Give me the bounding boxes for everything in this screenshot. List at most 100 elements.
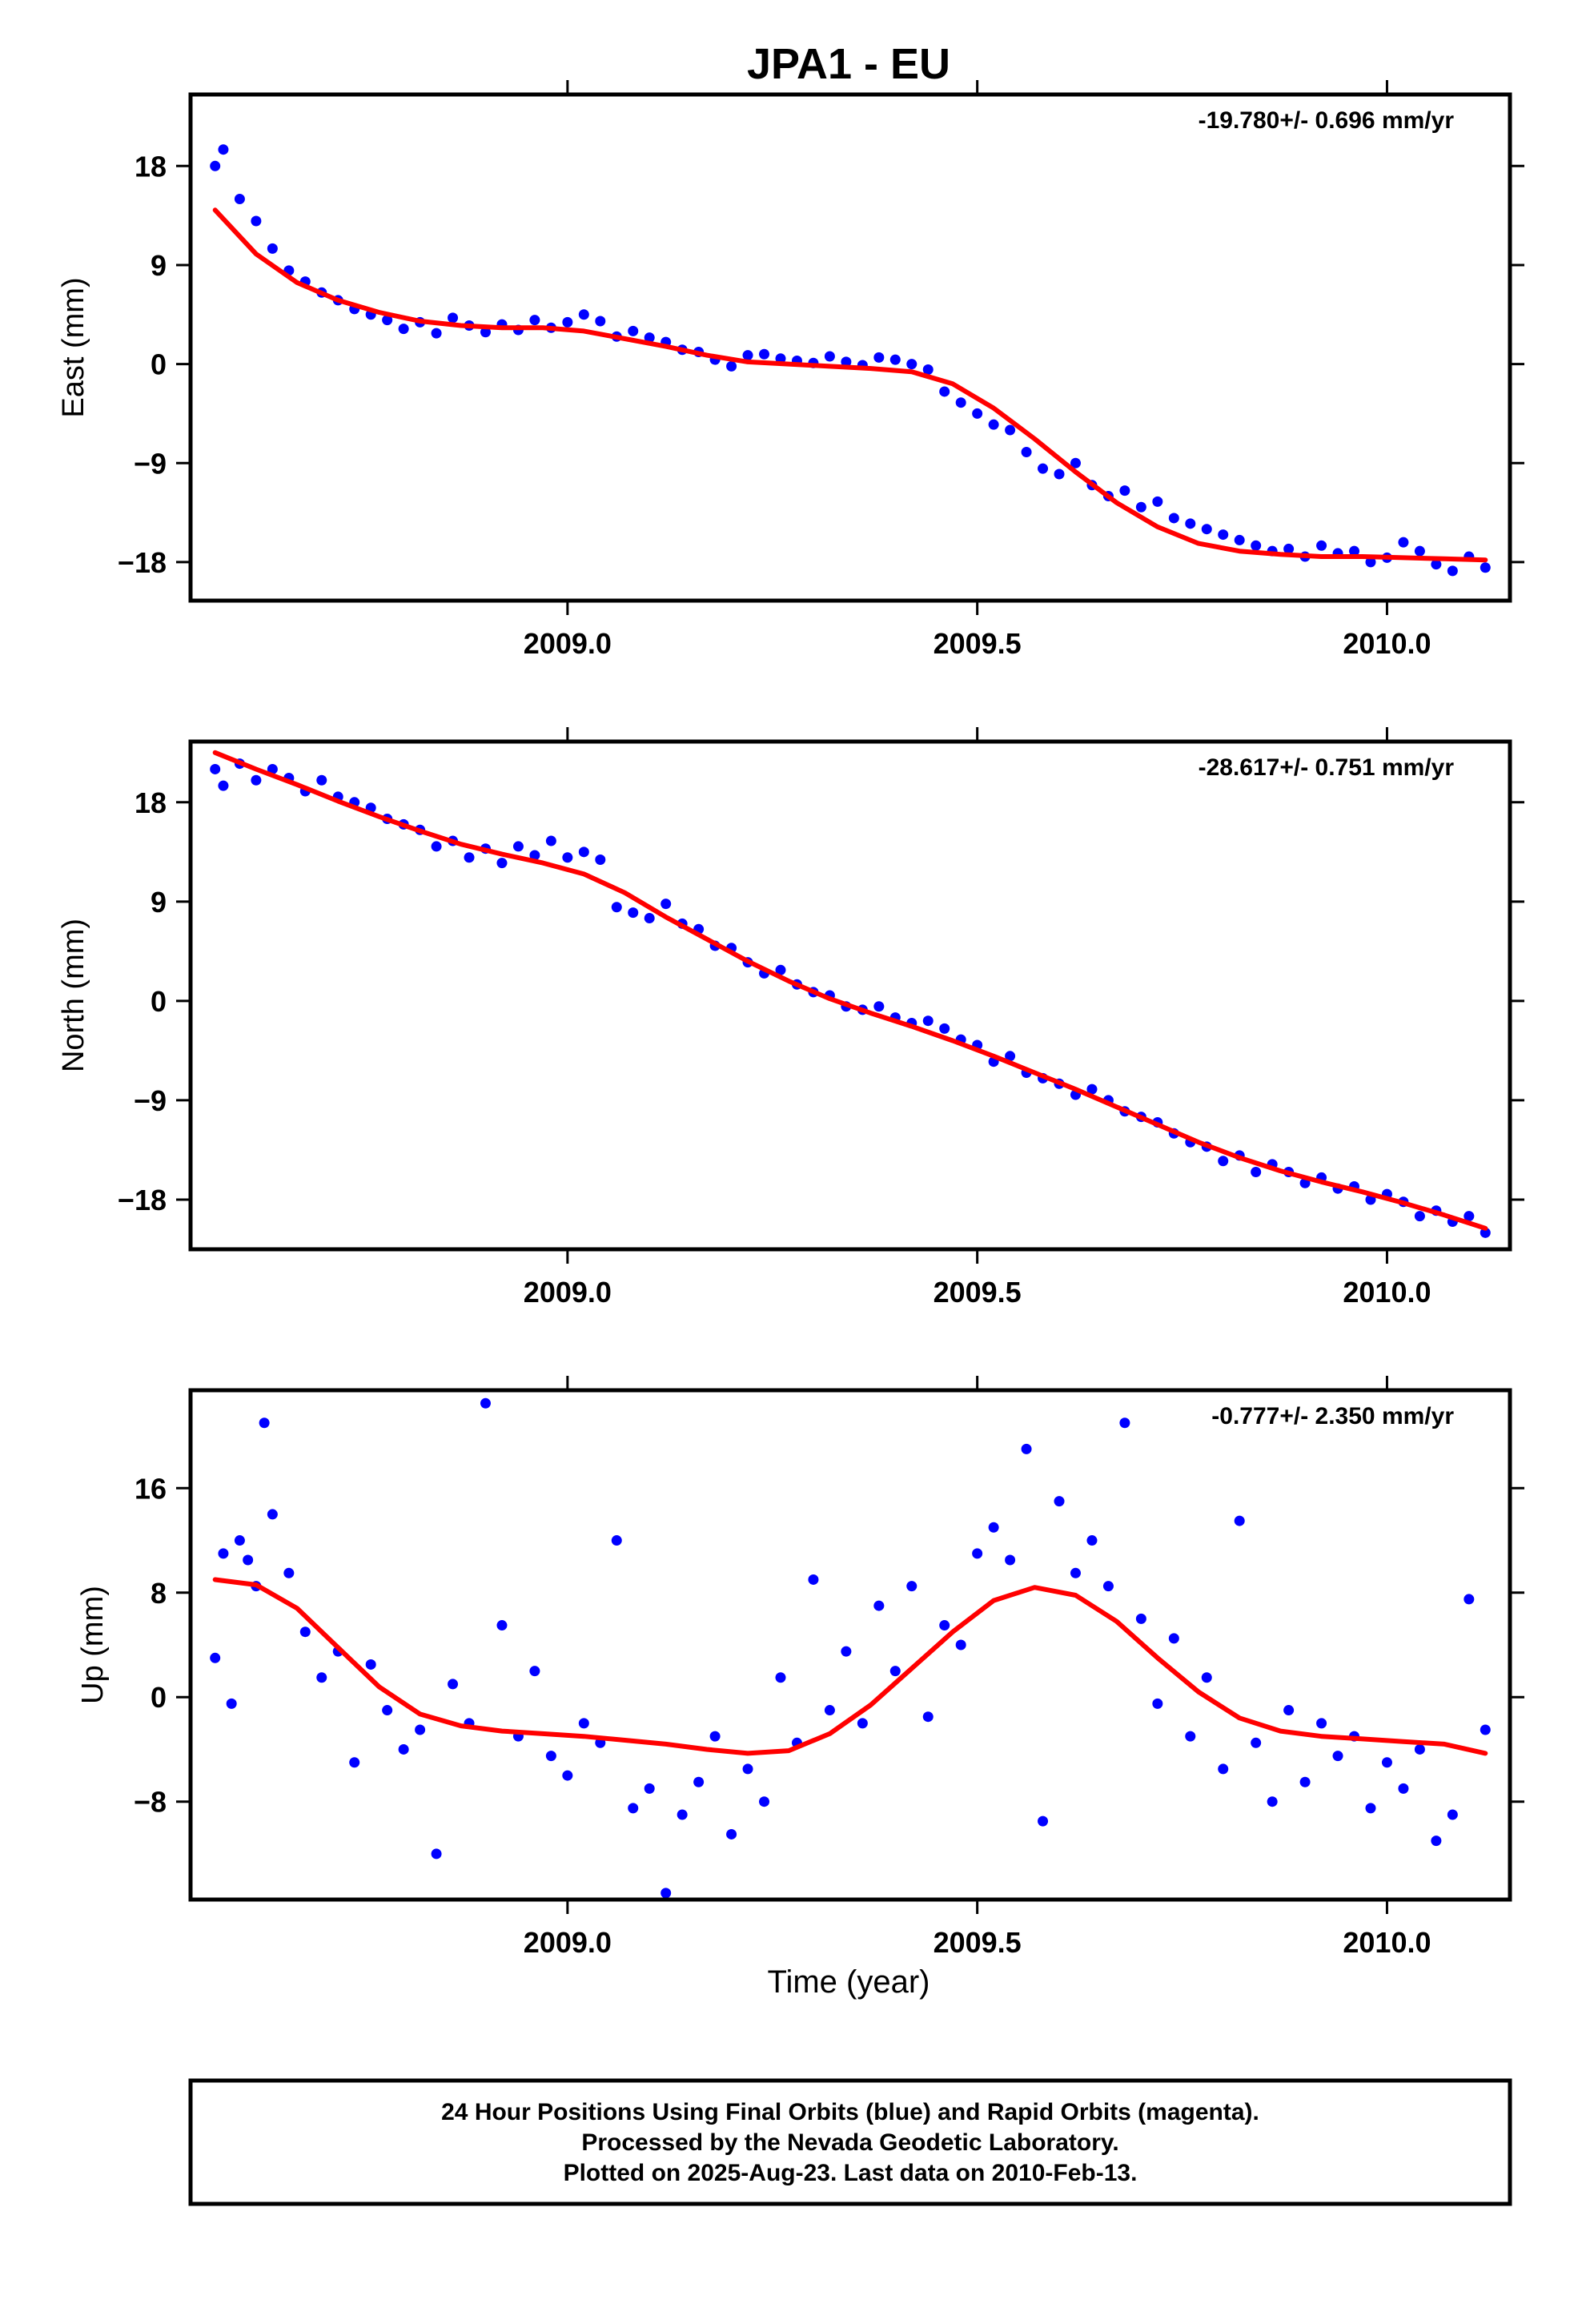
up-data-point [431,1848,442,1860]
up-data-point [415,1724,426,1735]
north-plot-frame [188,739,1512,1252]
up-data-point [545,1751,556,1762]
up-data-point [1447,1809,1458,1820]
east-data-point [1251,540,1262,551]
up-data-point [873,1600,885,1611]
up-plot-frame [188,1388,1512,1902]
up-x-tick-label: 2009.5 [934,1926,1022,1959]
east-y-tick-label: −9 [134,447,167,480]
east-panel: 2009.0 2009.5 2010.0 −18 −9 0 9 18 East (mm) -19.… [57,80,1524,660]
up-data-point [529,1666,540,1677]
north-data-point [316,774,327,786]
east-data-point [382,315,393,326]
east-data-point [988,419,999,430]
east-data-point [1365,557,1376,568]
east-y-axis-label: East (mm) [57,277,90,417]
east-data-point [1135,501,1146,513]
east-y-tick-label: 0 [151,348,167,381]
up-data-point [1332,1751,1343,1762]
up-data-point [693,1776,705,1787]
up-data-point [398,1743,409,1755]
up-data-point [644,1783,655,1794]
east-data-point [1316,540,1327,551]
up-data-point [299,1626,311,1638]
east-data-point [644,332,655,344]
up-data-point [824,1705,835,1716]
up-data-point [709,1731,721,1742]
up-data-point [1464,1594,1475,1605]
up-data-point [210,1652,221,1663]
east-data-point [824,351,835,362]
up-data-point [1431,1835,1442,1847]
up-data-point [382,1705,393,1716]
north-data-point [661,899,672,910]
east-data-point [628,325,639,336]
up-data-point [1185,1731,1196,1742]
footer-line-3: Plotted on 2025-Aug-23. Last data on 201… [564,2160,1138,2186]
east-rate-label: -19.780+/- 0.696 mm/yr [1199,107,1455,134]
up-fit-line [212,1577,1488,1756]
up-rate-label: -0.777+/- 2.350 mm/yr [1211,1403,1454,1429]
up-data-point [1414,1743,1425,1755]
up-data-point [1086,1535,1098,1546]
up-data-point [349,1757,360,1768]
up-data-point [1135,1613,1146,1624]
north-data-point [562,852,573,863]
north-y-tick-label: −9 [134,1084,167,1117]
up-data-point [972,1548,983,1559]
up-data-point [857,1718,868,1729]
up-data-point [1152,1698,1163,1709]
north-data-point [496,858,508,869]
north-data-point [644,913,655,924]
up-data-point [922,1711,934,1723]
up-x-tick-label: 2009.0 [524,1926,612,1959]
up-data-point [243,1554,254,1566]
east-data-point [889,354,901,365]
north-x-tick-label: 2009.0 [524,1276,612,1309]
up-data-point [448,1679,459,1690]
east-data-point [1119,485,1130,497]
east-data-point [578,309,589,320]
up-data-point [1316,1718,1327,1729]
east-data-layer [210,144,1491,577]
east-data-point [234,194,245,205]
up-data-point [496,1620,508,1631]
up-data-point [267,1509,278,1520]
up-y-axis-label: Up (mm) [76,1586,110,1704]
north-data-point [1464,1211,1475,1222]
east-data-point [1070,457,1081,468]
east-data-point [431,328,442,339]
north-data-point [1218,1156,1229,1167]
east-data-point [480,327,491,338]
up-data-point [808,1574,819,1585]
east-data-point [448,312,459,324]
up-data-point [1119,1417,1130,1429]
east-data-point [210,160,221,171]
north-rate-label: -28.617+/- 0.751 mm/yr [1199,754,1455,781]
north-data-point [210,763,221,774]
up-data-point [1267,1796,1278,1807]
up-data-point [578,1718,589,1729]
up-data-point [775,1672,786,1683]
up-data-point [628,1803,639,1814]
east-data-point [1283,543,1295,554]
east-data-point [1431,559,1442,570]
north-data-point [628,907,639,919]
north-x-tick-label: 2010.0 [1343,1276,1431,1309]
east-data-point [1168,513,1179,524]
east-data-point [1201,524,1212,535]
up-y-tick-label: 16 [135,1472,167,1505]
up-data-point [955,1639,966,1651]
north-data-point [251,774,262,786]
up-data-point [759,1796,770,1807]
north-data-point [1414,1211,1425,1222]
east-data-point [1414,545,1425,557]
east-data-point [1021,447,1032,458]
up-data-point [841,1646,852,1657]
east-data-point [1480,562,1491,573]
up-data-point [1021,1443,1032,1454]
east-data-point [398,324,409,335]
east-data-point [595,316,606,327]
east-data-point [1005,424,1016,436]
